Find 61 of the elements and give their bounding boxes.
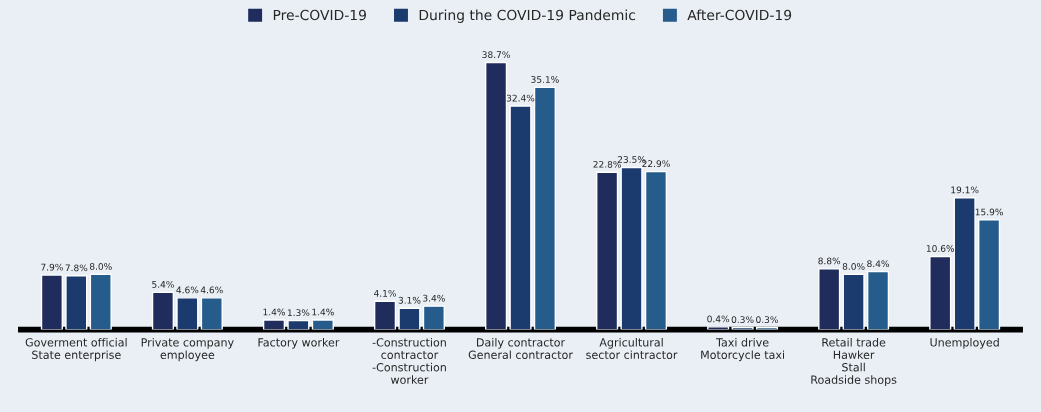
data-label: 38.7% bbox=[482, 51, 510, 59]
legend-label: During the COVID-19 Pandemic bbox=[419, 9, 636, 23]
data-label: 8.0% bbox=[89, 263, 112, 270]
bar bbox=[620, 166, 643, 330]
data-label: 15.9% bbox=[975, 208, 1003, 216]
bar bbox=[929, 255, 952, 330]
x-tick-label: Agricultural sector cintractor bbox=[586, 337, 678, 359]
data-label: 4.6% bbox=[176, 286, 199, 294]
bar bbox=[176, 297, 199, 330]
x-tick-label: Private company employee bbox=[141, 337, 234, 362]
data-label: 10.6% bbox=[926, 245, 955, 252]
data-label: 35.1% bbox=[531, 76, 559, 83]
x-tick-label: Retail trade Hawker Stall Roadside shops bbox=[811, 337, 897, 387]
data-label: 3.4% bbox=[423, 294, 445, 302]
data-label: 4.6% bbox=[200, 286, 223, 294]
bar bbox=[311, 319, 334, 330]
data-label: 32.4% bbox=[506, 94, 535, 102]
bar bbox=[40, 274, 63, 330]
data-label: 7.9% bbox=[41, 263, 63, 271]
legend-label: Pre-COVID-19 bbox=[273, 9, 366, 21]
data-label: 8.4% bbox=[867, 260, 890, 268]
x-tick-label: Taxi drive Motorcycle taxi bbox=[701, 337, 784, 362]
data-label: 5.4% bbox=[152, 280, 174, 288]
data-label: 1.4% bbox=[263, 308, 285, 316]
data-label: 3.1% bbox=[398, 296, 421, 304]
bar bbox=[484, 61, 508, 330]
data-label: 22.8% bbox=[593, 160, 621, 168]
data-label: 8.0% bbox=[842, 263, 865, 270]
x-tick-label: Factory worker bbox=[258, 337, 340, 349]
bar bbox=[842, 273, 865, 330]
bar bbox=[262, 319, 286, 330]
bar bbox=[978, 219, 1001, 330]
bar bbox=[509, 105, 532, 330]
data-label: 4.1% bbox=[374, 289, 396, 297]
bar bbox=[151, 291, 175, 330]
x-tick-label: Goverment official State enterprise bbox=[25, 337, 127, 362]
bar bbox=[533, 86, 557, 330]
data-label: 0.4% bbox=[707, 315, 730, 323]
bar bbox=[65, 275, 88, 330]
x-tick-label: Daily contractor General contractor bbox=[468, 337, 573, 359]
bar bbox=[818, 268, 841, 330]
x-tick-label: Unemployed bbox=[930, 337, 999, 349]
bar bbox=[398, 307, 421, 330]
bar bbox=[644, 170, 668, 330]
data-label: 19.1% bbox=[951, 186, 979, 194]
data-label: 0.3% bbox=[731, 316, 754, 323]
data-label: 8.8% bbox=[818, 257, 841, 265]
data-label: 0.3% bbox=[756, 316, 778, 323]
bar bbox=[953, 197, 976, 330]
bar bbox=[422, 305, 445, 330]
bar bbox=[596, 171, 619, 330]
data-label: 1.3% bbox=[287, 309, 310, 317]
bar bbox=[200, 297, 223, 330]
x-tick-label: -Construction contractor -Construction worker bbox=[372, 337, 446, 384]
data-label: 7.8% bbox=[65, 264, 88, 272]
legend-label: After-COVID-19 bbox=[687, 9, 792, 21]
bar bbox=[866, 270, 890, 330]
bar bbox=[89, 273, 112, 330]
bar bbox=[287, 319, 310, 330]
data-label: 1.4% bbox=[312, 308, 334, 316]
bar bbox=[373, 300, 397, 330]
